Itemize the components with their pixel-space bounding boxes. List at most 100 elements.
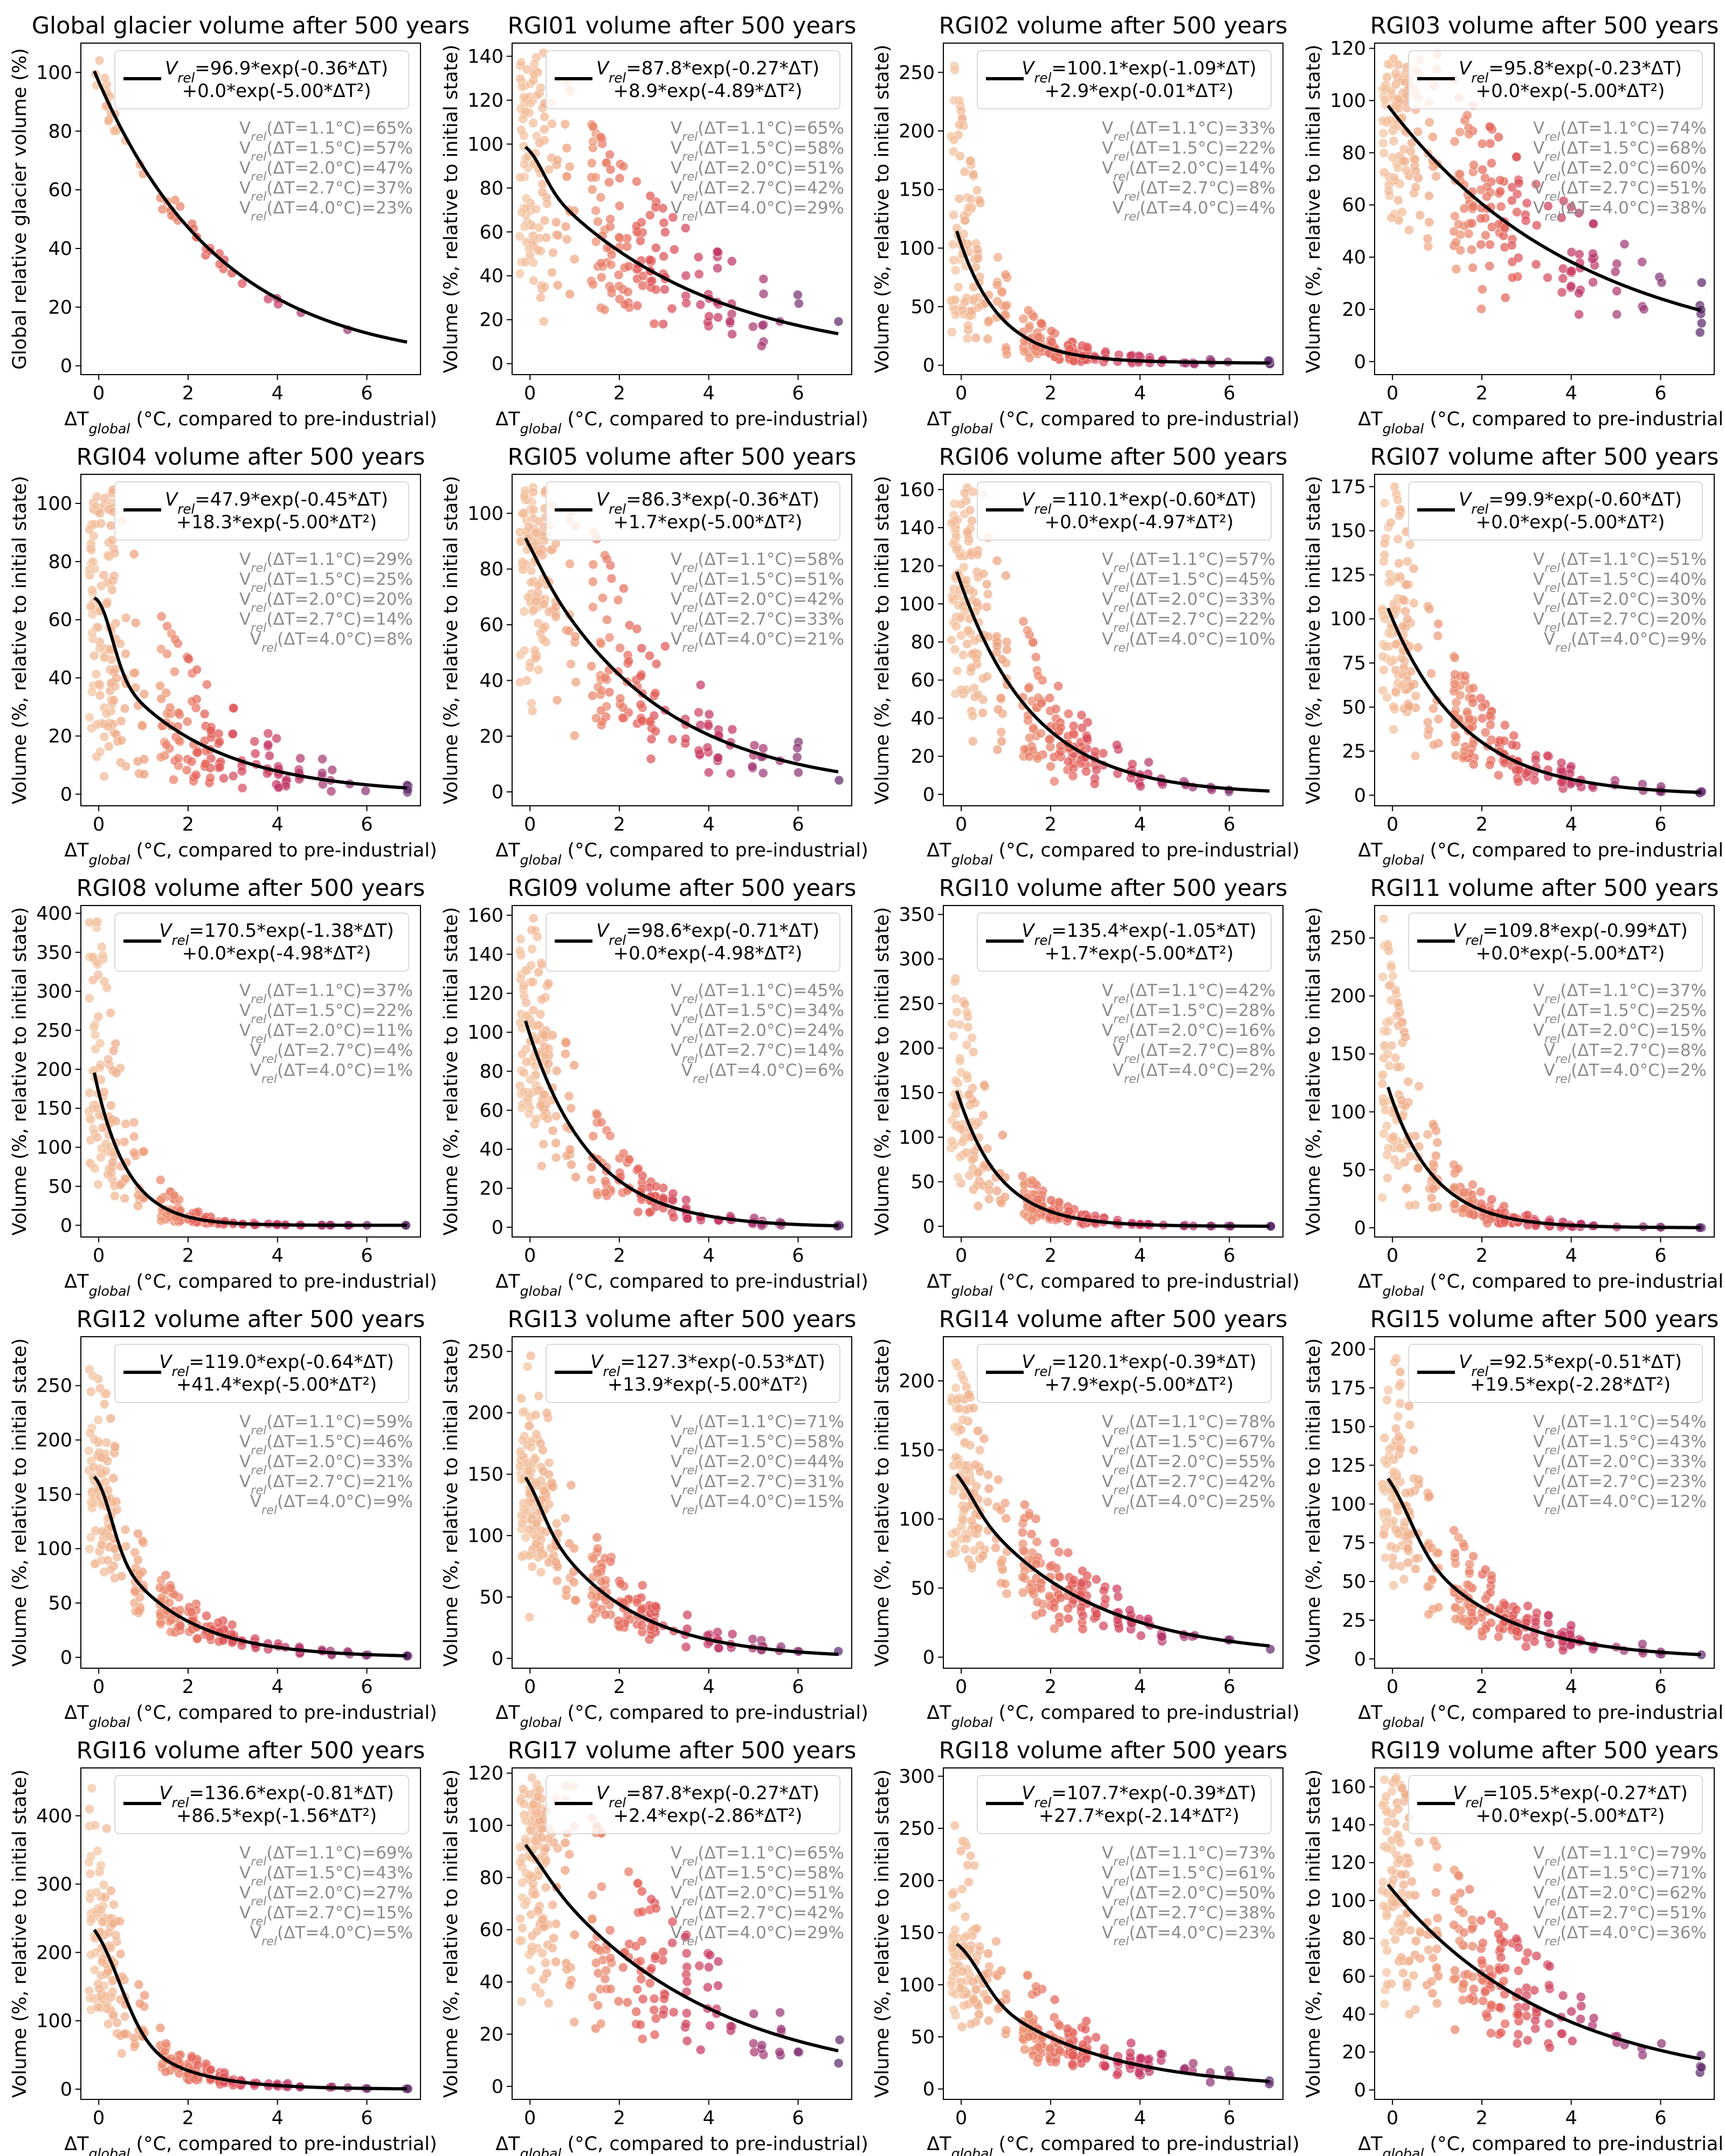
x-tick-label: 0	[524, 1245, 536, 1267]
scatter-point	[527, 1561, 537, 1572]
scatter-point	[1384, 186, 1394, 196]
scatter-point	[948, 210, 958, 220]
scatter-point	[1018, 314, 1029, 324]
scatter-point	[228, 771, 238, 781]
scatter-point	[1391, 687, 1401, 697]
y-tick-label: 250	[899, 62, 935, 84]
scatter-point	[1031, 1559, 1041, 1569]
scatter-point	[570, 1930, 579, 1940]
scatter-point	[1485, 710, 1495, 721]
scatter-point	[591, 205, 601, 216]
scatter-point	[139, 769, 149, 779]
scatter-point	[714, 1643, 724, 1653]
scatter-point	[1464, 714, 1474, 724]
scatter-point	[569, 254, 579, 264]
y-tick-label: 20	[48, 297, 72, 319]
scatter-point	[632, 624, 642, 634]
scatter-point	[1500, 293, 1510, 303]
scatter-point	[1382, 1173, 1392, 1183]
scatter-point	[1378, 1129, 1389, 1139]
scatter-point	[1500, 1600, 1510, 1610]
scatter-point	[92, 1132, 102, 1143]
scatter-point	[155, 1583, 165, 1593]
scatter-point	[983, 1497, 993, 1507]
scatter-point	[517, 1049, 527, 1059]
scatter-point	[747, 762, 757, 772]
legend-formula-line2: +0.0*exp(-5.00*ΔT²)	[1476, 943, 1665, 964]
scatter-point	[120, 1173, 130, 1184]
scatter-point	[541, 1883, 551, 1892]
stat-line: Vrel(ΔT=1.1°C)=74%	[1533, 119, 1707, 144]
scatter-point	[598, 593, 608, 603]
scatter-point	[997, 654, 1007, 665]
scatter-point	[681, 2019, 691, 2029]
scatter-point	[544, 1457, 554, 1468]
stat-line: Vrel(ΔT=2.7°C)=14%	[671, 1041, 844, 1066]
scatter-point	[1695, 327, 1705, 337]
scatter-point	[618, 1962, 628, 1973]
scatter-point	[173, 753, 183, 763]
scatter-point	[1019, 1179, 1029, 1190]
scatter-point	[1386, 996, 1396, 1006]
y-tick-label: 175	[1330, 476, 1366, 498]
scatter-point	[669, 244, 679, 254]
scatter-point	[564, 626, 574, 636]
scatter-point	[87, 952, 98, 962]
scatter-point	[120, 2012, 130, 2022]
scatter-point	[86, 1532, 96, 1543]
scatter-point	[111, 1116, 121, 1127]
scatter-point	[604, 177, 614, 188]
scatter-point	[532, 1926, 542, 1937]
scatter-point	[1390, 1053, 1400, 1063]
stat-line: Vrel(ΔT=2.0°C)=15%	[1533, 1021, 1707, 1046]
y-axis-label: Global relative glacier volume (%)	[9, 48, 31, 370]
scatter-point	[1450, 1182, 1460, 1192]
scatter-point	[1468, 759, 1479, 770]
y-axis-label: Volume (%, relative to initial state)	[1303, 476, 1324, 805]
scatter-point	[792, 743, 803, 753]
scatter-point	[613, 595, 623, 605]
scatter-point	[84, 1857, 94, 1868]
scatter-point	[1384, 1016, 1395, 1026]
y-tick-label: 60	[48, 179, 72, 201]
legend-formula-line2: +41.4*exp(-5.00*ΔT²)	[176, 1374, 377, 1395]
scatter-point	[1403, 1558, 1413, 1568]
scatter-point	[658, 319, 668, 329]
x-tick-label: 4	[272, 1676, 284, 1698]
x-tick-label: 2	[1476, 1676, 1488, 1698]
scatter-point	[1462, 1579, 1473, 1590]
scatter-point	[1112, 740, 1122, 750]
scatter-point	[618, 713, 627, 723]
fit-curve	[1386, 1087, 1701, 1229]
stat-line: Vrel(ΔT=2.7°C)=8%	[1113, 1041, 1275, 1066]
scatter-point	[1099, 1621, 1109, 1631]
y-tick-label: 50	[1342, 1159, 1366, 1181]
scatter-point	[540, 124, 549, 134]
x-tick-label: 2	[182, 1676, 194, 1698]
y-tick-label: 200	[1330, 986, 1366, 1007]
scatter-point	[713, 312, 723, 322]
scatter-point	[589, 1600, 599, 1609]
scatter-point	[1476, 213, 1486, 224]
scatter-point	[1455, 169, 1465, 179]
scatter-point	[88, 557, 98, 567]
axes-frame	[1374, 474, 1715, 806]
scatter-point	[996, 1558, 1006, 1568]
scatter-point	[586, 158, 597, 168]
stat-line: Vrel(ΔT=1.1°C)=54%	[1533, 1412, 1707, 1438]
scatter-point	[1046, 761, 1056, 771]
scatter-point	[596, 272, 606, 282]
scatter-point	[993, 1475, 1003, 1485]
scatter-point	[757, 2040, 767, 2050]
y-tick-label: 50	[910, 296, 935, 318]
scatter-point	[1567, 266, 1577, 276]
scatter-point	[1092, 765, 1102, 775]
scatter-point	[1113, 1592, 1123, 1602]
scatter-point	[973, 253, 983, 264]
scatter-point	[552, 1575, 562, 1586]
scatter-point	[1394, 1432, 1404, 1442]
y-axis-label: Volume (%, relative to initial state)	[440, 1338, 462, 1667]
y-tick-label: 200	[36, 1942, 72, 1964]
